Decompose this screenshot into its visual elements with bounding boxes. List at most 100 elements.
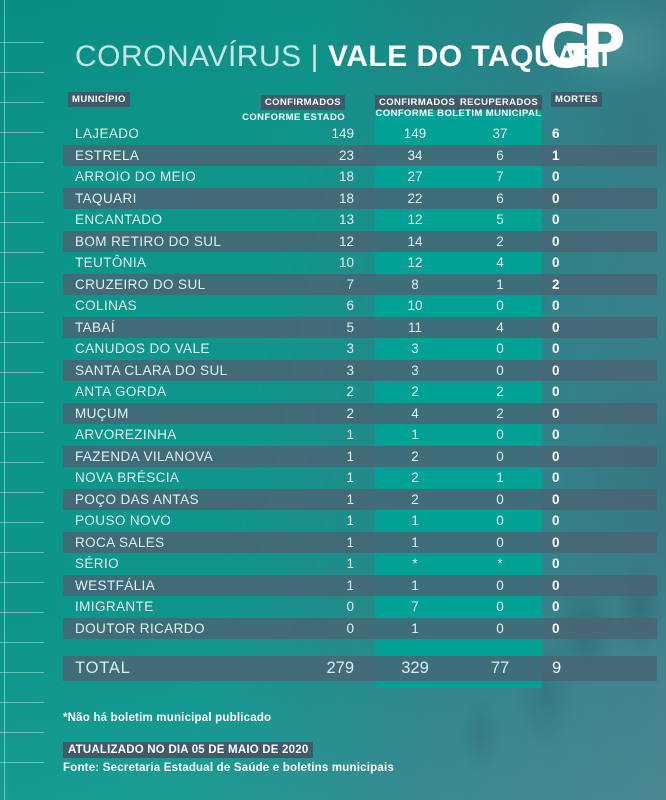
recovered-value: 0 <box>496 513 504 528</box>
confirmed-state-value: 1 <box>346 513 354 528</box>
recovered-value: 0 <box>496 534 504 550</box>
municipality-name: ENCANTADO <box>75 212 163 227</box>
confirmed-state-value: 6 <box>346 298 354 313</box>
confirmed-state-value: 1 <box>346 556 354 571</box>
table-row: FAZENDA VILANOVA 1 2 0 0 <box>0 445 666 468</box>
municipality-name: BOM RETIRO DO SUL <box>75 233 222 249</box>
municipality-name: SÉRIO <box>75 556 120 571</box>
table-row: ARROIO DO MEIO 18 27 7 0 <box>0 166 666 188</box>
confirmed-state-value: 1 <box>346 427 354 442</box>
header-recuperados: RECUPERADOS <box>455 95 543 110</box>
confirmed-municipal-value: 4 <box>411 405 419 421</box>
recovered-value: 0 <box>496 341 504 356</box>
deaths-value: 0 <box>552 341 560 356</box>
confirmed-municipal-value: 14 <box>407 233 423 249</box>
table-row: COLINAS 6 10 0 0 <box>0 295 666 317</box>
municipality-name: ARVOREZINHA <box>75 427 177 442</box>
deaths-value: 6 <box>552 126 560 141</box>
table-row: NOVA BRÉSCIA 1 2 1 0 <box>0 467 666 489</box>
confirmed-state-value: 23 <box>338 147 354 163</box>
confirmed-municipal-value: 3 <box>411 362 419 378</box>
header-conforme-estado: CONFORME ESTADO <box>242 112 345 123</box>
table-row: MUÇUM 2 4 2 0 <box>0 402 666 425</box>
notebook-margin-line <box>4 0 5 800</box>
deaths-value: 0 <box>552 534 560 550</box>
table-row: CANUDOS DO VALE 3 3 0 0 <box>0 338 666 360</box>
confirmed-municipal-value: 2 <box>411 384 419 399</box>
source-credit: Fonte: Secretaria Estadual de Saúde e bo… <box>63 762 394 774</box>
recovered-value: 0 <box>496 599 504 614</box>
recovered-value: 0 <box>496 298 504 313</box>
recovered-value: 2 <box>496 384 504 399</box>
recovered-value: 0 <box>496 362 504 378</box>
deaths-value: 0 <box>552 319 560 335</box>
deaths-value: 0 <box>552 190 560 206</box>
deaths-value: 0 <box>552 362 560 378</box>
recovered-value: 1 <box>496 276 504 292</box>
recovered-value: 5 <box>496 212 504 227</box>
table-row: BOM RETIRO DO SUL 12 14 2 0 <box>0 230 666 253</box>
header-confirmados-estado-group: CONFIRMADOS CONFORME ESTADO <box>150 92 345 123</box>
municipality-name: COLINAS <box>75 298 138 313</box>
title-separator: | <box>310 40 319 73</box>
deaths-value: 0 <box>552 491 560 507</box>
deaths-value: 2 <box>552 276 560 292</box>
municipality-name: SANTA CLARA DO SUL <box>75 362 228 378</box>
municipality-name: DOUTOR RICARDO <box>75 620 205 636</box>
deaths-value: 0 <box>552 513 560 528</box>
total-deaths: 9 <box>552 659 562 677</box>
header-confirmados-municipal: CONFIRMADOS <box>375 95 460 110</box>
confirmed-state-value: 0 <box>346 599 354 614</box>
recovered-value: 7 <box>496 169 504 184</box>
deaths-value: 0 <box>552 577 560 593</box>
table-row: IMIGRANTE 0 7 0 0 <box>0 596 666 618</box>
confirmed-state-value: 12 <box>338 233 354 249</box>
table-row: POÇO DAS ANTAS 1 2 0 0 <box>0 488 666 511</box>
confirmed-state-value: 1 <box>346 577 354 593</box>
municipality-name: ROCA SALES <box>75 534 165 550</box>
municipality-name: POÇO DAS ANTAS <box>75 491 199 507</box>
table-row: POUSO NOVO 1 1 0 0 <box>0 510 666 532</box>
header-municipio: MUNICÍPIO <box>68 92 130 107</box>
municipality-name: WESTFÁLIA <box>75 577 156 593</box>
confirmed-municipal-value: 11 <box>407 319 422 335</box>
total-label: TOTAL <box>75 659 131 677</box>
confirmed-municipal-value: 1 <box>411 577 419 593</box>
header-confirmados-estado: CONFIRMADOS <box>260 95 345 110</box>
table-row: SANTA CLARA DO SUL 3 3 0 0 <box>0 359 666 382</box>
confirmed-municipal-value: 1 <box>411 427 419 442</box>
footnote: *Não há boletim municipal publicado <box>63 712 272 724</box>
total-recovered: 77 <box>490 659 510 677</box>
recovered-value: 4 <box>496 255 504 270</box>
page-title: CORONAVÍRUS | VALE DO TAQUARI <box>75 40 609 74</box>
deaths-value: 0 <box>552 255 560 270</box>
confirmed-state-value: 5 <box>346 319 354 335</box>
table-row: CRUZEIRO DO SUL 7 8 1 2 <box>0 273 666 296</box>
table-row: ARVOREZINHA 1 1 0 0 <box>0 424 666 446</box>
confirmed-state-value: 3 <box>346 341 354 356</box>
header-conforme-boletim-municipal: CONFORME BOLETIM MUNICIPAL <box>375 108 542 119</box>
table-row: ROCA SALES 1 1 0 0 <box>0 531 666 554</box>
municipality-name: MUÇUM <box>75 405 129 421</box>
recovered-value: 0 <box>496 577 504 593</box>
municipality-name: TEUTÔNIA <box>75 255 147 270</box>
confirmed-state-value: 7 <box>346 276 354 292</box>
confirmed-state-value: 2 <box>346 384 354 399</box>
confirmed-state-value: 0 <box>346 620 354 636</box>
table-row: WESTFÁLIA 1 1 0 0 <box>0 574 666 597</box>
confirmed-state-value: 18 <box>338 190 354 206</box>
deaths-value: 0 <box>552 169 560 184</box>
municipality-name: CRUZEIRO DO SUL <box>75 276 206 292</box>
confirmed-municipal-value: 7 <box>411 599 419 614</box>
table-header: MUNICÍPIO CONFIRMADOS CONFORME ESTADO CO… <box>0 92 666 124</box>
recovered-value: * <box>497 556 503 571</box>
confirmed-municipal-value: 12 <box>407 255 423 270</box>
header-confirmados-municipal-group: CONFIRMADOS <box>375 92 460 110</box>
confirmed-municipal-value: 22 <box>407 190 423 206</box>
recovered-value: 0 <box>496 427 504 442</box>
confirmed-municipal-value: 1 <box>411 620 419 636</box>
deaths-value: 0 <box>552 212 560 227</box>
confirmed-state-value: 18 <box>338 169 354 184</box>
municipality-name: ARROIO DO MEIO <box>75 169 197 184</box>
municipality-name: ESTRELA <box>75 147 140 163</box>
